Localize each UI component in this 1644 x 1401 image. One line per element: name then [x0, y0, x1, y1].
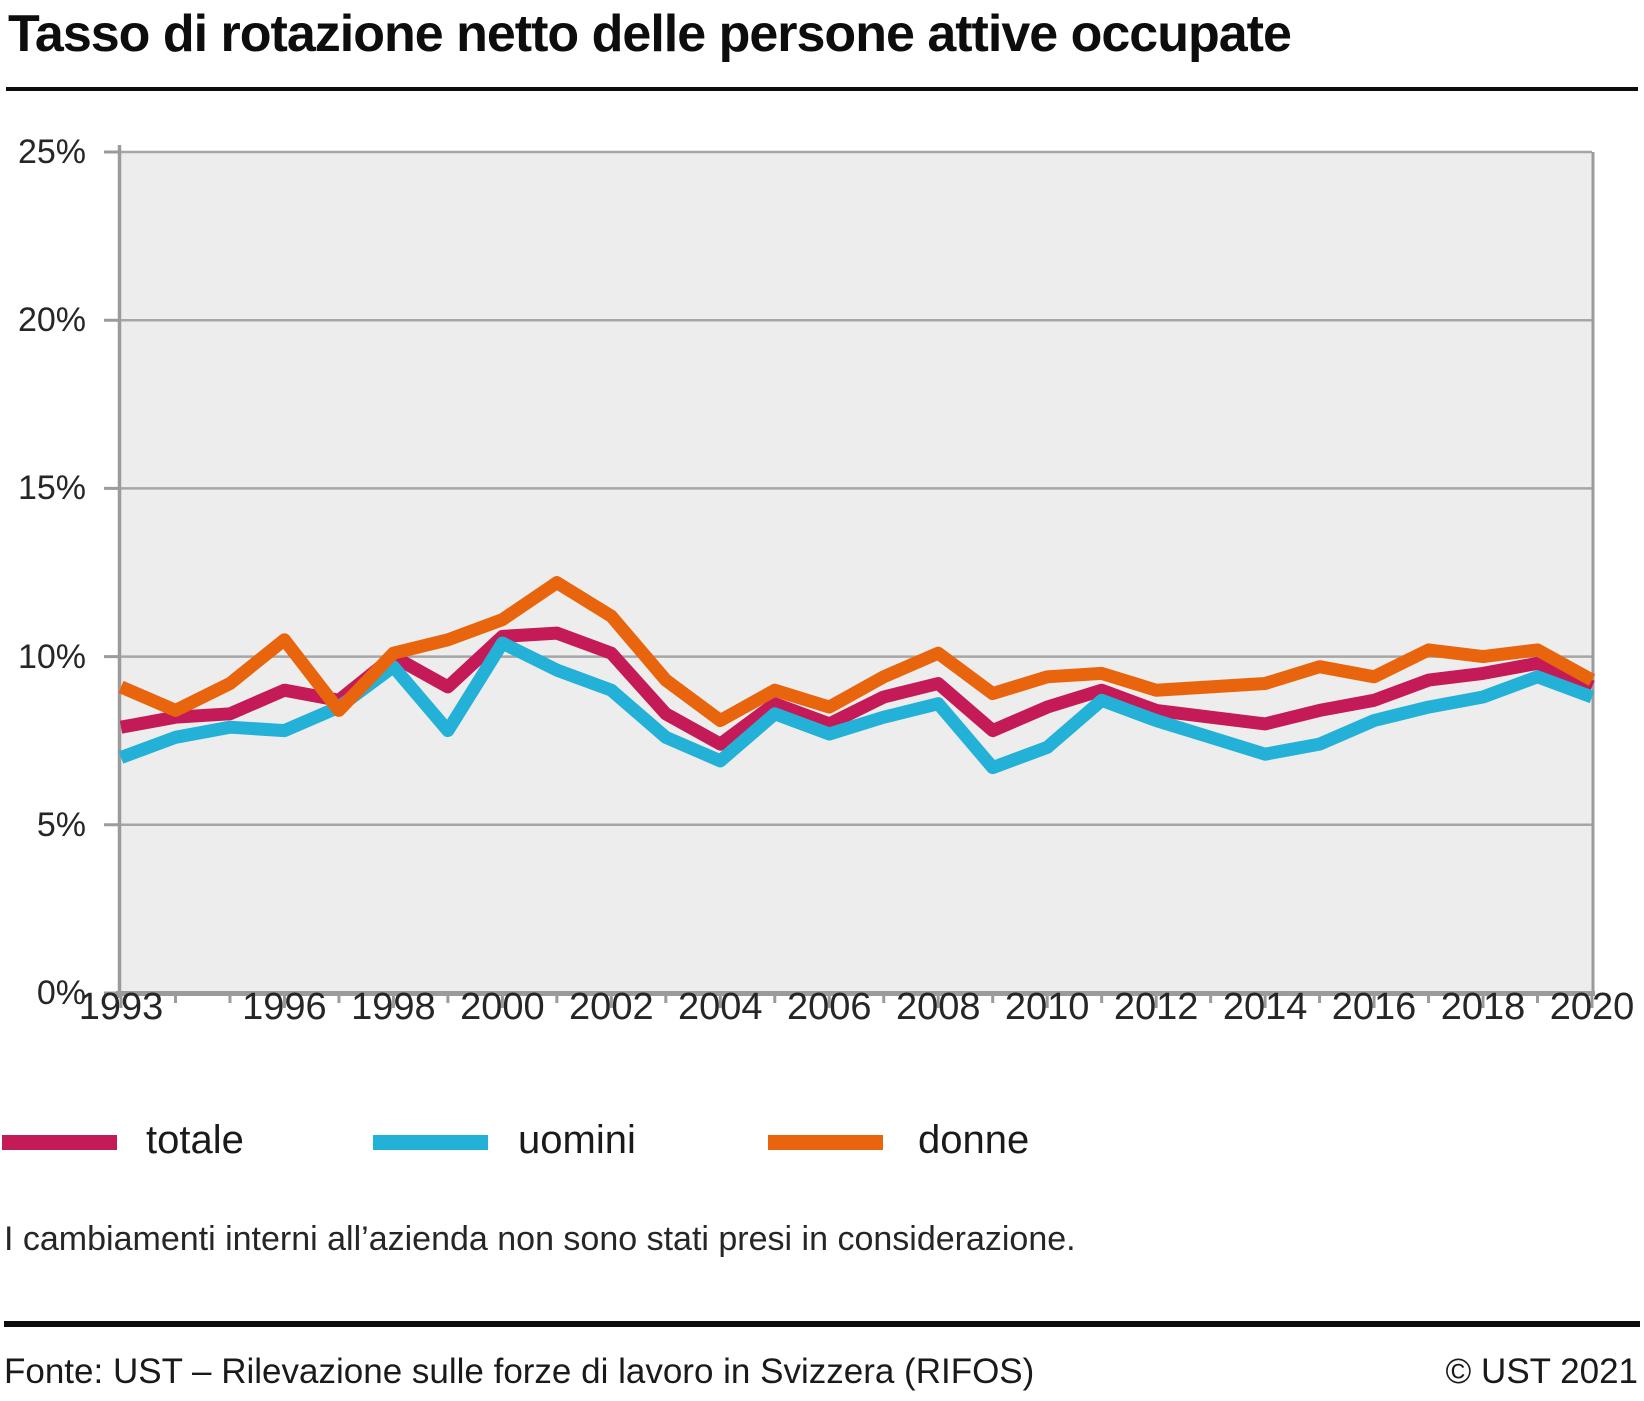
y-tick-label-20%: 20% — [17, 301, 86, 340]
donne-color-swatch — [768, 1135, 883, 1150]
y-tick-label-10%: 10% — [17, 637, 86, 676]
x-tick-label-2012: 2012 — [1113, 986, 1199, 1028]
title-divider — [6, 87, 1638, 91]
uomini-color-swatch — [373, 1135, 488, 1150]
page-title: Tasso di rotazione netto delle persone a… — [8, 5, 1292, 63]
y-tick-label-0%: 0% — [36, 974, 86, 1012]
footnote: I cambiamenti interni all’azienda non so… — [4, 1220, 1076, 1258]
series-line-uomini — [118, 636, 1595, 775]
legend-label-totale: totale — [146, 1118, 244, 1162]
y-tick-label-15%: 15% — [17, 469, 86, 508]
x-tick-label-2008: 2008 — [895, 986, 981, 1028]
x-tick-label-2006: 2006 — [786, 986, 872, 1028]
copyright-text: © UST 2021 — [1445, 1352, 1638, 1391]
x-tick-label-2010: 2010 — [1004, 986, 1090, 1028]
x-tick-label-2018: 2018 — [1440, 986, 1526, 1028]
x-tick-label-2000: 2000 — [460, 986, 545, 1028]
totale-color-swatch — [2, 1135, 117, 1150]
source-text: Fonte: UST – Rilevazione sulle forze di … — [4, 1352, 1035, 1391]
x-tick-label-2002: 2002 — [569, 986, 654, 1028]
x-tick-label-1996: 1996 — [242, 986, 327, 1028]
series-line-totale — [119, 626, 1595, 751]
series-line-donne — [118, 576, 1596, 727]
x-tick-label-2020: 2020 — [1549, 986, 1635, 1028]
chart-legend: totale uomini donne — [2, 1118, 1202, 1170]
x-tick-label-2016: 2016 — [1331, 986, 1417, 1028]
x-tick-label-1993: 1993 — [78, 986, 164, 1028]
legend-label-donne: donne — [918, 1118, 1030, 1162]
legend-label-uomini: uomini — [518, 1118, 636, 1162]
y-tick-label-5%: 5% — [36, 805, 86, 844]
footer-divider — [4, 1321, 1640, 1327]
plot-area — [121, 152, 1592, 993]
x-tick-label-1998: 1998 — [351, 986, 436, 1028]
y-tick-label-25%: 25% — [17, 133, 86, 171]
x-tick-label-2004: 2004 — [678, 986, 763, 1028]
x-tick-label-2014: 2014 — [1222, 986, 1308, 1028]
